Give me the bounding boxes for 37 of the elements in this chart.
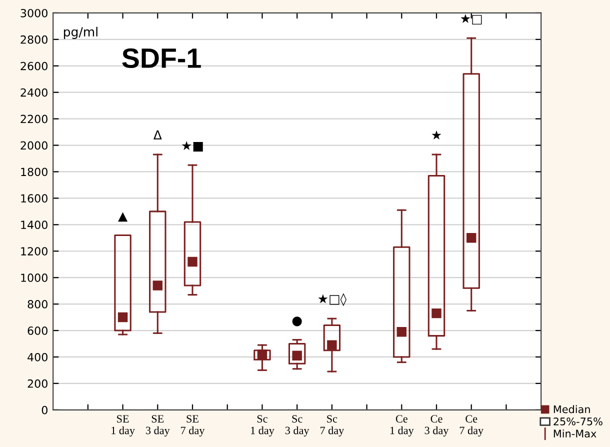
- text: ●: [292, 316, 302, 326]
- y-tick-label: 2200: [20, 114, 48, 124]
- x-tick-label: Sc 7 day: [320, 415, 344, 436]
- y-tick-label: 2800: [20, 35, 48, 44]
- y-tick-label: 1800: [21, 168, 48, 176]
- text: ★□◊: [318, 293, 346, 306]
- y-tick-label: 1000: [21, 274, 48, 282]
- y-tick-label: 400: [28, 352, 48, 362]
- y-tick-label: 2400: [20, 88, 48, 97]
- y-tick-label: 1600: [21, 194, 48, 203]
- x-tick-label: Ce 3 day: [424, 415, 449, 436]
- x-tick-label: Sc 3 day: [285, 415, 310, 436]
- y-tick-label: 2000: [20, 141, 48, 150]
- text: 25%-75%: [554, 417, 602, 426]
- y-tick-label: 3000: [20, 8, 48, 18]
- y-tick-label: 1400: [21, 220, 48, 230]
- text: ★■: [182, 140, 203, 152]
- x-tick-label: Ce 1 day: [390, 415, 414, 436]
- x-tick-label: SE 3 day: [146, 415, 170, 436]
- y-tick-label: 600: [28, 326, 48, 335]
- text: ▲: [118, 212, 128, 222]
- legend-label: Median: [554, 405, 590, 414]
- y-tick-label: 200: [28, 379, 48, 388]
- text: ★: [432, 130, 442, 140]
- x-tick-label: SE 7 day: [181, 415, 205, 436]
- x-tick-label: Ce 7 day: [460, 415, 484, 436]
- x-tick-label: Sc 1 day: [251, 415, 274, 436]
- y-axis-title: pg/ml: [64, 26, 98, 39]
- text: SDF-1: [122, 48, 201, 68]
- y-tick-label: 1200: [21, 247, 48, 256]
- text: Min-Max: [554, 429, 596, 438]
- text: Δ: [153, 130, 162, 140]
- y-tick-label: 800: [28, 300, 48, 308]
- y-tick-label: 2600: [20, 62, 48, 70]
- text: ★□: [460, 14, 482, 25]
- y-tick-label: 0: [42, 406, 48, 414]
- x-tick-label: SE 1 day: [112, 415, 135, 436]
